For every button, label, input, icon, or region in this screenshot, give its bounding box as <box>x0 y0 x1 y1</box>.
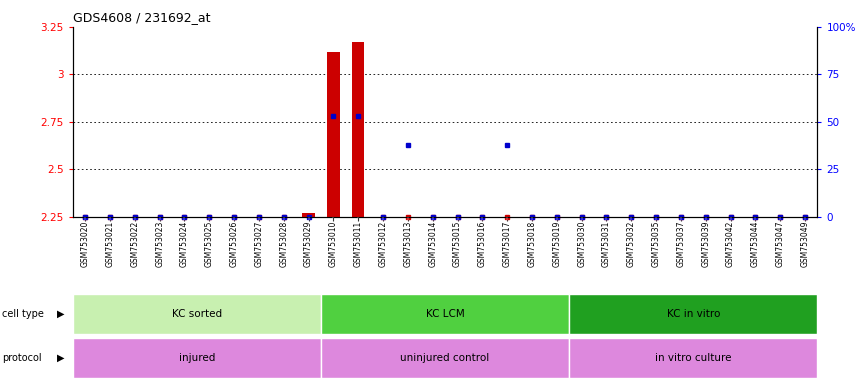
Text: GSM753035: GSM753035 <box>651 220 661 267</box>
Text: GSM753031: GSM753031 <box>602 220 611 267</box>
Text: protocol: protocol <box>2 353 41 363</box>
Text: GSM753042: GSM753042 <box>726 220 735 267</box>
Bar <box>73 338 321 378</box>
Text: GSM753020: GSM753020 <box>80 220 90 267</box>
Text: GSM753028: GSM753028 <box>279 220 288 267</box>
Text: GSM753047: GSM753047 <box>776 220 785 267</box>
Text: GSM753021: GSM753021 <box>105 220 115 267</box>
Text: uninjured control: uninjured control <box>401 353 490 363</box>
Text: ▶: ▶ <box>56 353 64 363</box>
Text: GSM753018: GSM753018 <box>527 220 537 267</box>
Text: ▶: ▶ <box>56 309 64 319</box>
Text: GSM753030: GSM753030 <box>577 220 586 267</box>
Text: KC LCM: KC LCM <box>425 309 465 319</box>
Text: GSM753044: GSM753044 <box>751 220 760 267</box>
Text: GSM753017: GSM753017 <box>502 220 512 267</box>
Text: GSM753011: GSM753011 <box>354 220 363 267</box>
Text: GSM753024: GSM753024 <box>180 220 189 267</box>
Bar <box>302 213 315 217</box>
Text: in vitro culture: in vitro culture <box>655 353 732 363</box>
Bar <box>352 42 365 217</box>
Text: GSM753012: GSM753012 <box>378 220 388 267</box>
Text: GSM753013: GSM753013 <box>403 220 413 267</box>
Bar <box>327 51 340 217</box>
Text: GSM753026: GSM753026 <box>229 220 239 267</box>
Text: GSM753029: GSM753029 <box>304 220 313 267</box>
Text: GSM753032: GSM753032 <box>627 220 636 267</box>
Text: GSM753023: GSM753023 <box>155 220 164 267</box>
Bar <box>321 294 569 334</box>
Text: injured: injured <box>179 353 215 363</box>
Text: GSM753037: GSM753037 <box>676 220 686 267</box>
Text: GSM753027: GSM753027 <box>254 220 264 267</box>
Text: GSM753010: GSM753010 <box>329 220 338 267</box>
Bar <box>321 338 569 378</box>
Bar <box>569 294 817 334</box>
Bar <box>73 294 321 334</box>
Text: GSM753015: GSM753015 <box>453 220 462 267</box>
Text: GDS4608 / 231692_at: GDS4608 / 231692_at <box>73 11 211 24</box>
Text: GSM753025: GSM753025 <box>205 220 214 267</box>
Text: GSM753019: GSM753019 <box>552 220 562 267</box>
Text: GSM753022: GSM753022 <box>130 220 140 267</box>
Text: GSM753016: GSM753016 <box>478 220 487 267</box>
Text: GSM753049: GSM753049 <box>800 220 810 267</box>
Text: GSM753039: GSM753039 <box>701 220 710 267</box>
Text: cell type: cell type <box>2 309 44 319</box>
Text: GSM753014: GSM753014 <box>428 220 437 267</box>
Text: KC sorted: KC sorted <box>172 309 222 319</box>
Bar <box>569 338 817 378</box>
Text: KC in vitro: KC in vitro <box>667 309 720 319</box>
